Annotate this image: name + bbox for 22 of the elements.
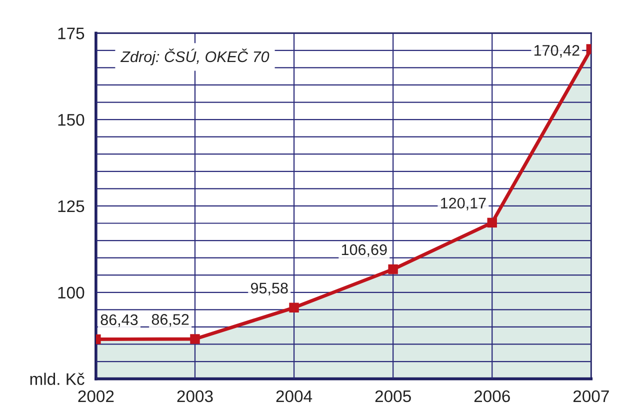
- point: [388, 264, 398, 274]
- point: [487, 218, 497, 228]
- data-label: 170,42: [534, 45, 580, 58]
- data-label: 120,17: [440, 198, 486, 210]
- y-tick-label: 100: [58, 286, 84, 299]
- data-label: 86,43: [100, 314, 138, 327]
- y-tick-label: 175: [58, 28, 84, 40]
- y-tick-label: 150: [58, 114, 84, 126]
- point: [190, 334, 200, 344]
- x-tick-label: 2007: [573, 390, 609, 402]
- point: [289, 302, 299, 313]
- data-label: 86,52: [152, 314, 189, 327]
- annotation: Zdroj: ČSÚ, OKEČ 70: [120, 48, 270, 66]
- data-label: 106,69: [342, 244, 387, 257]
- x-tick-label: 2006: [474, 390, 510, 402]
- x-tick-label: 2005: [375, 390, 411, 402]
- x-tick-label: 2002: [78, 390, 114, 402]
- x-tick-label: 2004: [276, 390, 312, 402]
- data-label: 95,58: [250, 282, 288, 296]
- y-tick-label: 125: [58, 200, 84, 212]
- x-tick-label: 2003: [177, 390, 213, 402]
- y-tick-label: mld. Kč: [30, 372, 84, 386]
